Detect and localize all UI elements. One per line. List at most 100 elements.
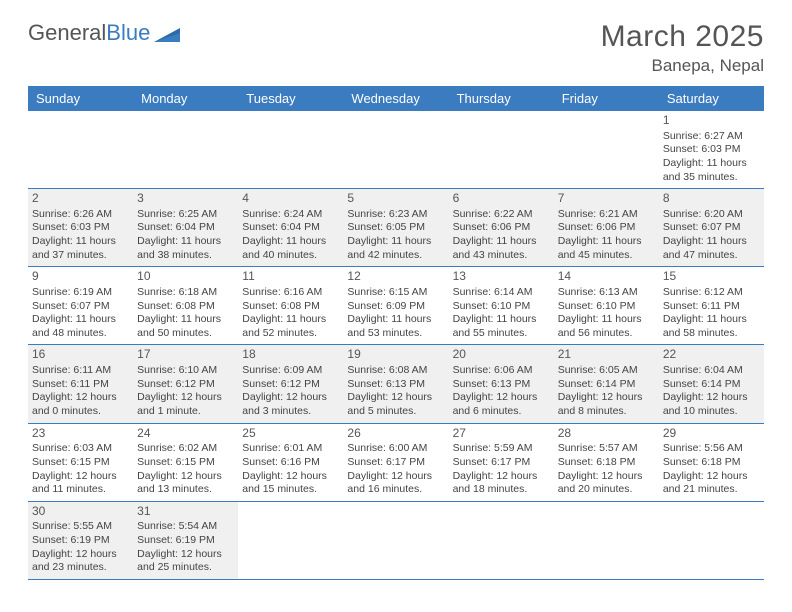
calendar-cell: 24Sunrise: 6:02 AMSunset: 6:15 PMDayligh… — [133, 424, 238, 501]
weekday-header-row: Sunday Monday Tuesday Wednesday Thursday… — [28, 86, 764, 110]
day-number: 16 — [32, 347, 129, 363]
day-number: 30 — [32, 504, 129, 520]
day-number: 1 — [663, 113, 760, 129]
weekday-header: Monday — [133, 87, 238, 110]
cell-d1: Daylight: 12 hours — [663, 391, 760, 405]
cell-sunset: Sunset: 6:14 PM — [558, 378, 655, 392]
cell-sunset: Sunset: 6:04 PM — [242, 221, 339, 235]
weekday-header: Wednesday — [343, 87, 448, 110]
calendar-week: 2Sunrise: 6:26 AMSunset: 6:03 PMDaylight… — [28, 189, 764, 267]
calendar-cell: 31Sunrise: 5:54 AMSunset: 6:19 PMDayligh… — [133, 502, 238, 579]
calendar-week: 1Sunrise: 6:27 AMSunset: 6:03 PMDaylight… — [28, 110, 764, 189]
cell-sunset: Sunset: 6:19 PM — [32, 534, 129, 548]
cell-sunset: Sunset: 6:03 PM — [663, 143, 760, 157]
cell-sunrise: Sunrise: 6:12 AM — [663, 286, 760, 300]
cell-sunset: Sunset: 6:12 PM — [137, 378, 234, 392]
day-number: 21 — [558, 347, 655, 363]
calendar-cell: 16Sunrise: 6:11 AMSunset: 6:11 PMDayligh… — [28, 345, 133, 422]
cell-d1: Daylight: 11 hours — [347, 313, 444, 327]
cell-sunrise: Sunrise: 6:13 AM — [558, 286, 655, 300]
cell-sunrise: Sunrise: 6:24 AM — [242, 208, 339, 222]
calendar-cell-empty — [343, 111, 448, 188]
cell-d2: and 18 minutes. — [453, 483, 550, 497]
cell-sunset: Sunset: 6:11 PM — [32, 378, 129, 392]
cell-d2: and 35 minutes. — [663, 171, 760, 185]
calendar-cell: 27Sunrise: 5:59 AMSunset: 6:17 PMDayligh… — [449, 424, 554, 501]
calendar-week: 9Sunrise: 6:19 AMSunset: 6:07 PMDaylight… — [28, 267, 764, 345]
day-number: 7 — [558, 191, 655, 207]
cell-sunset: Sunset: 6:10 PM — [453, 300, 550, 314]
cell-sunset: Sunset: 6:10 PM — [558, 300, 655, 314]
weekday-header: Saturday — [659, 87, 764, 110]
cell-d1: Daylight: 11 hours — [558, 235, 655, 249]
cell-sunrise: Sunrise: 6:05 AM — [558, 364, 655, 378]
cell-d2: and 8 minutes. — [558, 405, 655, 419]
calendar-cell-empty — [449, 502, 554, 579]
calendar-week: 30Sunrise: 5:55 AMSunset: 6:19 PM Dayligh… — [28, 502, 764, 580]
cell-d2: and 25 minutes. — [137, 561, 234, 575]
cell-d1: Daylight: 11 hours — [347, 235, 444, 249]
cell-sunrise: Sunrise: 6:03 AM — [32, 442, 129, 456]
cell-sunrise: Sunrise: 6:11 AM — [32, 364, 129, 378]
cell-sunrise: Sunrise: 6:08 AM — [347, 364, 444, 378]
calendar-cell: 22Sunrise: 6:04 AMSunset: 6:14 PMDayligh… — [659, 345, 764, 422]
cell-sunrise: Sunrise: 6:23 AM — [347, 208, 444, 222]
cell-sunset: Sunset: 6:06 PM — [453, 221, 550, 235]
location: Banepa, Nepal — [601, 56, 764, 76]
calendar-cell: 5Sunrise: 6:23 AMSunset: 6:05 PMDaylight… — [343, 189, 448, 266]
calendar-cell: 28Sunrise: 5:57 AMSunset: 6:18 PMDayligh… — [554, 424, 659, 501]
cell-sunrise: Sunrise: 6:02 AM — [137, 442, 234, 456]
cell-sunrise: Sunrise: 5:55 AM — [32, 520, 129, 534]
cell-sunrise: Sunrise: 6:15 AM — [347, 286, 444, 300]
cell-sunrise: Sunrise: 6:10 AM — [137, 364, 234, 378]
cell-sunset: Sunset: 6:18 PM — [558, 456, 655, 470]
day-number: 6 — [453, 191, 550, 207]
cell-sunrise: Sunrise: 6:20 AM — [663, 208, 760, 222]
cell-d2: and 53 minutes. — [347, 327, 444, 341]
cell-sunrise: Sunrise: 6:22 AM — [453, 208, 550, 222]
calendar-cell-empty — [343, 502, 448, 579]
calendar-cell: 12Sunrise: 6:15 AMSunset: 6:09 PMDayligh… — [343, 267, 448, 344]
calendar-cell-empty — [28, 111, 133, 188]
day-number: 18 — [242, 347, 339, 363]
cell-sunrise: Sunrise: 5:56 AM — [663, 442, 760, 456]
cell-sunset: Sunset: 6:11 PM — [663, 300, 760, 314]
weekday-header: Tuesday — [238, 87, 343, 110]
cell-d1: Daylight: 12 hours — [32, 470, 129, 484]
calendar-cell-empty — [554, 111, 659, 188]
cell-sunset: Sunset: 6:14 PM — [663, 378, 760, 392]
cell-d1: Daylight: 12 hours — [663, 470, 760, 484]
calendar-cell-empty — [133, 111, 238, 188]
day-number: 14 — [558, 269, 655, 285]
calendar-cell: 14Sunrise: 6:13 AMSunset: 6:10 PMDayligh… — [554, 267, 659, 344]
logo-text-1: General — [28, 20, 106, 46]
cell-sunset: Sunset: 6:17 PM — [453, 456, 550, 470]
cell-d1: Daylight: 12 hours — [137, 548, 234, 562]
cell-d1: Daylight: 11 hours — [453, 235, 550, 249]
cell-d1: Daylight: 11 hours — [137, 313, 234, 327]
cell-sunset: Sunset: 6:13 PM — [453, 378, 550, 392]
cell-sunset: Sunset: 6:07 PM — [663, 221, 760, 235]
cell-sunset: Sunset: 6:08 PM — [137, 300, 234, 314]
day-number: 28 — [558, 426, 655, 442]
cell-d1: Daylight: 12 hours — [137, 470, 234, 484]
cell-d1: Daylight: 12 hours — [347, 470, 444, 484]
cell-d2: and 3 minutes. — [242, 405, 339, 419]
weekday-header: Sunday — [28, 87, 133, 110]
cell-d1: Daylight: 11 hours — [32, 235, 129, 249]
day-number: 29 — [663, 426, 760, 442]
cell-d2: and 5 minutes. — [347, 405, 444, 419]
cell-d1: Daylight: 12 hours — [242, 470, 339, 484]
cell-d2: and 52 minutes. — [242, 327, 339, 341]
logo-text-2: Blue — [106, 20, 150, 46]
calendar-cell: 2Sunrise: 6:26 AMSunset: 6:03 PMDaylight… — [28, 189, 133, 266]
calendar-cell: 1Sunrise: 6:27 AMSunset: 6:03 PMDaylight… — [659, 111, 764, 188]
day-number: 5 — [347, 191, 444, 207]
calendar-cell: 30Sunrise: 5:55 AMSunset: 6:19 PMDayligh… — [28, 502, 133, 579]
calendar-cell: 13Sunrise: 6:14 AMSunset: 6:10 PMDayligh… — [449, 267, 554, 344]
day-number: 25 — [242, 426, 339, 442]
calendar-body: 1Sunrise: 6:27 AMSunset: 6:03 PMDaylight… — [28, 110, 764, 580]
cell-d2: and 0 minutes. — [32, 405, 129, 419]
cell-sunrise: Sunrise: 6:06 AM — [453, 364, 550, 378]
cell-d2: and 42 minutes. — [347, 249, 444, 263]
